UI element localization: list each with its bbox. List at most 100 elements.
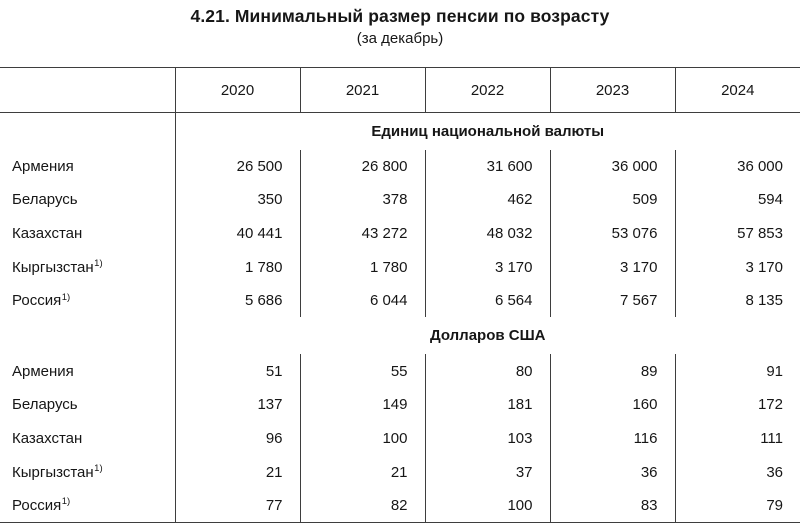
country-label: Россия1) xyxy=(0,488,176,523)
table-row: Россия1) 5 686 6 044 6 564 7 567 8 135 xyxy=(0,283,800,318)
pension-table: 2020 2021 2022 2023 2024 Единиц национал… xyxy=(0,67,800,523)
value-cell: 181 xyxy=(424,388,550,422)
country-name: Россия xyxy=(12,496,62,514)
value-cell: 48 032 xyxy=(424,216,550,251)
country-name: Казахстан xyxy=(12,429,83,447)
country-label: Казахстан xyxy=(0,216,176,251)
value-cell: 6 044 xyxy=(299,283,425,318)
section-label-spacer xyxy=(0,112,176,150)
year-header: 2023 xyxy=(549,67,675,113)
value-cell: 509 xyxy=(549,183,675,217)
value-cell: 36 000 xyxy=(549,149,675,184)
footnote-marker: 1) xyxy=(61,291,71,303)
value-cell: 91 xyxy=(674,354,800,389)
section-label-spacer xyxy=(0,317,176,355)
country-label: Армения xyxy=(0,354,176,389)
country-label: Казахстан xyxy=(0,421,176,456)
value-cell: 8 135 xyxy=(674,283,800,318)
country-label: Беларусь xyxy=(0,183,176,217)
country-name: Кыргызстан xyxy=(12,463,94,481)
table-row: Беларусь 350 378 462 509 594 xyxy=(0,183,800,217)
value-cell: 3 170 xyxy=(674,250,800,284)
value-cell: 7 567 xyxy=(549,283,675,318)
value-cell: 55 xyxy=(299,354,425,389)
table-row: Кыргызстан1) 21 21 37 36 36 xyxy=(0,455,800,489)
year-header: 2024 xyxy=(674,67,800,113)
table-row: Армения 51 55 80 89 91 xyxy=(0,354,800,389)
country-name: Казахстан xyxy=(12,224,83,242)
section-header-row: Долларов США xyxy=(0,317,800,355)
value-cell: 80 xyxy=(424,354,550,389)
value-cell: 5 686 xyxy=(174,283,300,318)
value-cell: 1 780 xyxy=(174,250,300,284)
country-label: Россия1) xyxy=(0,283,176,318)
value-cell: 31 600 xyxy=(424,149,550,184)
year-header: 2020 xyxy=(174,67,300,113)
value-cell: 40 441 xyxy=(174,216,300,251)
value-cell: 462 xyxy=(424,183,550,217)
value-cell: 79 xyxy=(674,488,800,523)
year-header-row: 2020 2021 2022 2023 2024 xyxy=(0,67,800,113)
country-label: Кыргызстан1) xyxy=(0,250,176,284)
section-header-us-dollars: Долларов США xyxy=(429,327,546,345)
value-cell: 594 xyxy=(674,183,800,217)
value-cell: 1 780 xyxy=(299,250,425,284)
value-cell: 21 xyxy=(299,455,425,489)
value-cell: 26 500 xyxy=(174,149,300,184)
section-header-national-currency: Единиц национальной валюты xyxy=(371,122,605,140)
footnote-marker: 1) xyxy=(94,463,103,475)
value-cell: 3 170 xyxy=(549,250,675,284)
value-cell: 21 xyxy=(174,455,300,489)
value-cell: 350 xyxy=(174,183,300,217)
value-cell: 36 xyxy=(674,455,800,489)
year-header: 2022 xyxy=(424,67,550,113)
table-row: Армения 26 500 26 800 31 600 36 000 36 0… xyxy=(0,149,800,184)
section-header-row: Единиц национальной валюты xyxy=(0,112,800,150)
table-row: Казахстан 40 441 43 272 48 032 53 076 57… xyxy=(0,216,800,251)
table-row: Казахстан 96 100 103 116 111 xyxy=(0,421,800,456)
value-cell: 172 xyxy=(674,388,800,422)
value-cell: 378 xyxy=(299,183,425,217)
table-row: Беларусь 137 149 181 160 172 xyxy=(0,388,800,422)
value-cell: 82 xyxy=(299,488,425,523)
country-label: Кыргызстан1) xyxy=(0,455,176,489)
value-cell: 89 xyxy=(549,354,675,389)
table-subtitle: (за декабрь) xyxy=(356,30,444,47)
country-name: Армения xyxy=(12,157,74,175)
value-cell: 96 xyxy=(174,421,300,456)
value-cell: 116 xyxy=(549,421,675,456)
value-cell: 160 xyxy=(549,388,675,422)
value-cell: 77 xyxy=(174,488,300,523)
value-cell: 26 800 xyxy=(299,149,425,184)
country-label: Армения xyxy=(0,149,176,184)
country-name: Россия xyxy=(12,292,62,310)
country-name: Беларусь xyxy=(12,191,78,209)
value-cell: 111 xyxy=(674,421,800,456)
value-cell: 103 xyxy=(424,421,550,456)
table-title: 4.21. Минимальный размер пенсии по возра… xyxy=(190,6,610,26)
country-name: Армения xyxy=(12,362,74,380)
value-cell: 53 076 xyxy=(549,216,675,251)
value-cell: 36 000 xyxy=(674,149,800,184)
value-cell: 83 xyxy=(549,488,675,523)
country-label: Беларусь xyxy=(0,388,176,422)
value-cell: 100 xyxy=(299,421,425,456)
year-header: 2021 xyxy=(299,67,425,113)
footnote-marker: 1) xyxy=(94,258,103,270)
value-cell: 51 xyxy=(174,354,300,389)
value-cell: 149 xyxy=(299,388,425,422)
country-name: Кыргызстан xyxy=(12,258,94,276)
footnote-marker: 1) xyxy=(61,496,71,508)
value-cell: 100 xyxy=(424,488,550,523)
value-cell: 137 xyxy=(174,388,300,422)
value-cell: 43 272 xyxy=(299,216,425,251)
corner-cell xyxy=(0,67,176,113)
value-cell: 6 564 xyxy=(424,283,550,318)
value-cell: 57 853 xyxy=(674,216,800,251)
table-row: Кыргызстан1) 1 780 1 780 3 170 3 170 3 1… xyxy=(0,250,800,284)
country-name: Беларусь xyxy=(12,396,78,414)
value-cell: 36 xyxy=(549,455,675,489)
table-row: Россия1) 77 82 100 83 79 xyxy=(0,488,800,523)
value-cell: 37 xyxy=(424,455,550,489)
